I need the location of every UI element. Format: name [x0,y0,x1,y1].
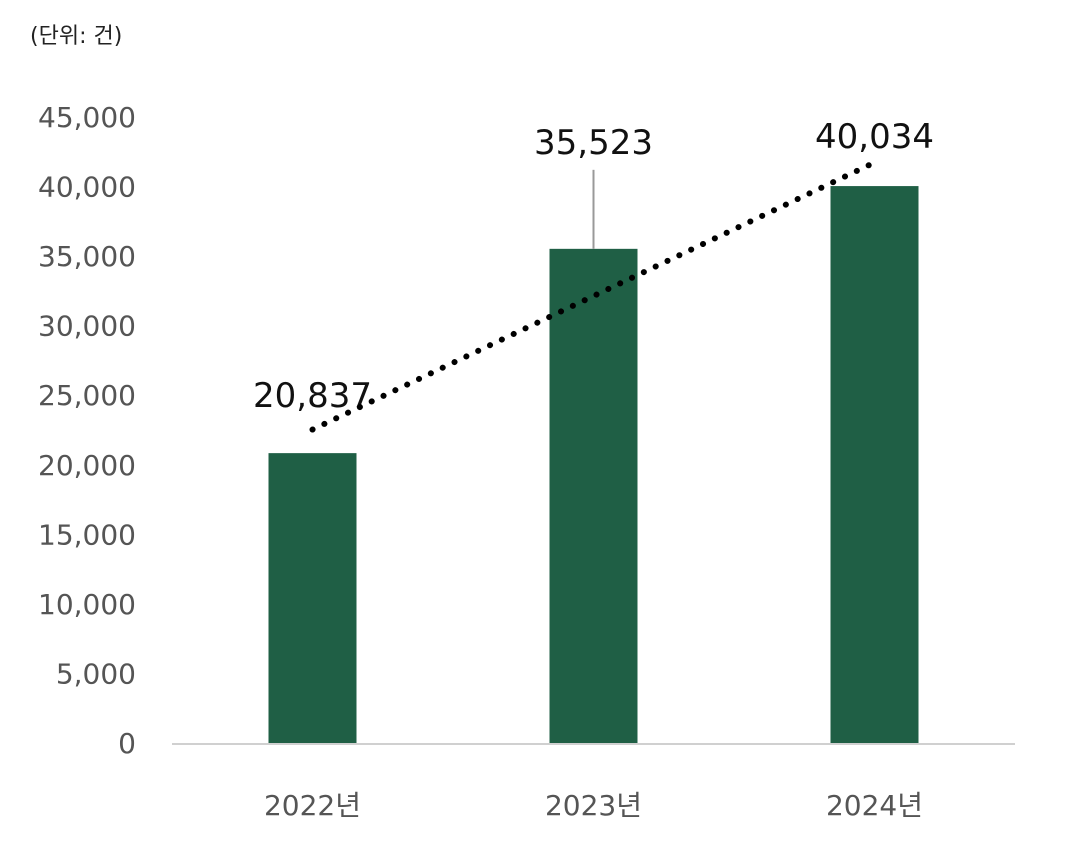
y-tick-label: 40,000 [38,171,136,204]
y-tick-label: 30,000 [38,310,136,343]
unit-label: (단위: 건) [30,24,123,49]
y-tick-label: 10,000 [38,588,136,621]
y-tick-label: 25,000 [38,379,136,412]
data-label: 40,034 [815,117,934,157]
x-tick-label: 2023년 [545,789,642,822]
bar [830,186,919,743]
bar [549,248,638,743]
data-label: 20,837 [253,376,372,416]
x-tick-label: 2022년 [264,789,361,822]
y-tick-label: 20,000 [38,449,136,482]
y-tick-label: 45,000 [38,101,136,134]
trendline [309,159,878,433]
y-tick-label: 35,000 [38,240,136,273]
y-tick-label: 0 [118,727,136,760]
data-label: 35,523 [534,123,653,163]
x-tick-label: 2024년 [826,789,923,822]
y-tick-label: 15,000 [38,518,136,551]
bar [268,453,357,743]
y-tick-label: 5,000 [56,657,136,690]
